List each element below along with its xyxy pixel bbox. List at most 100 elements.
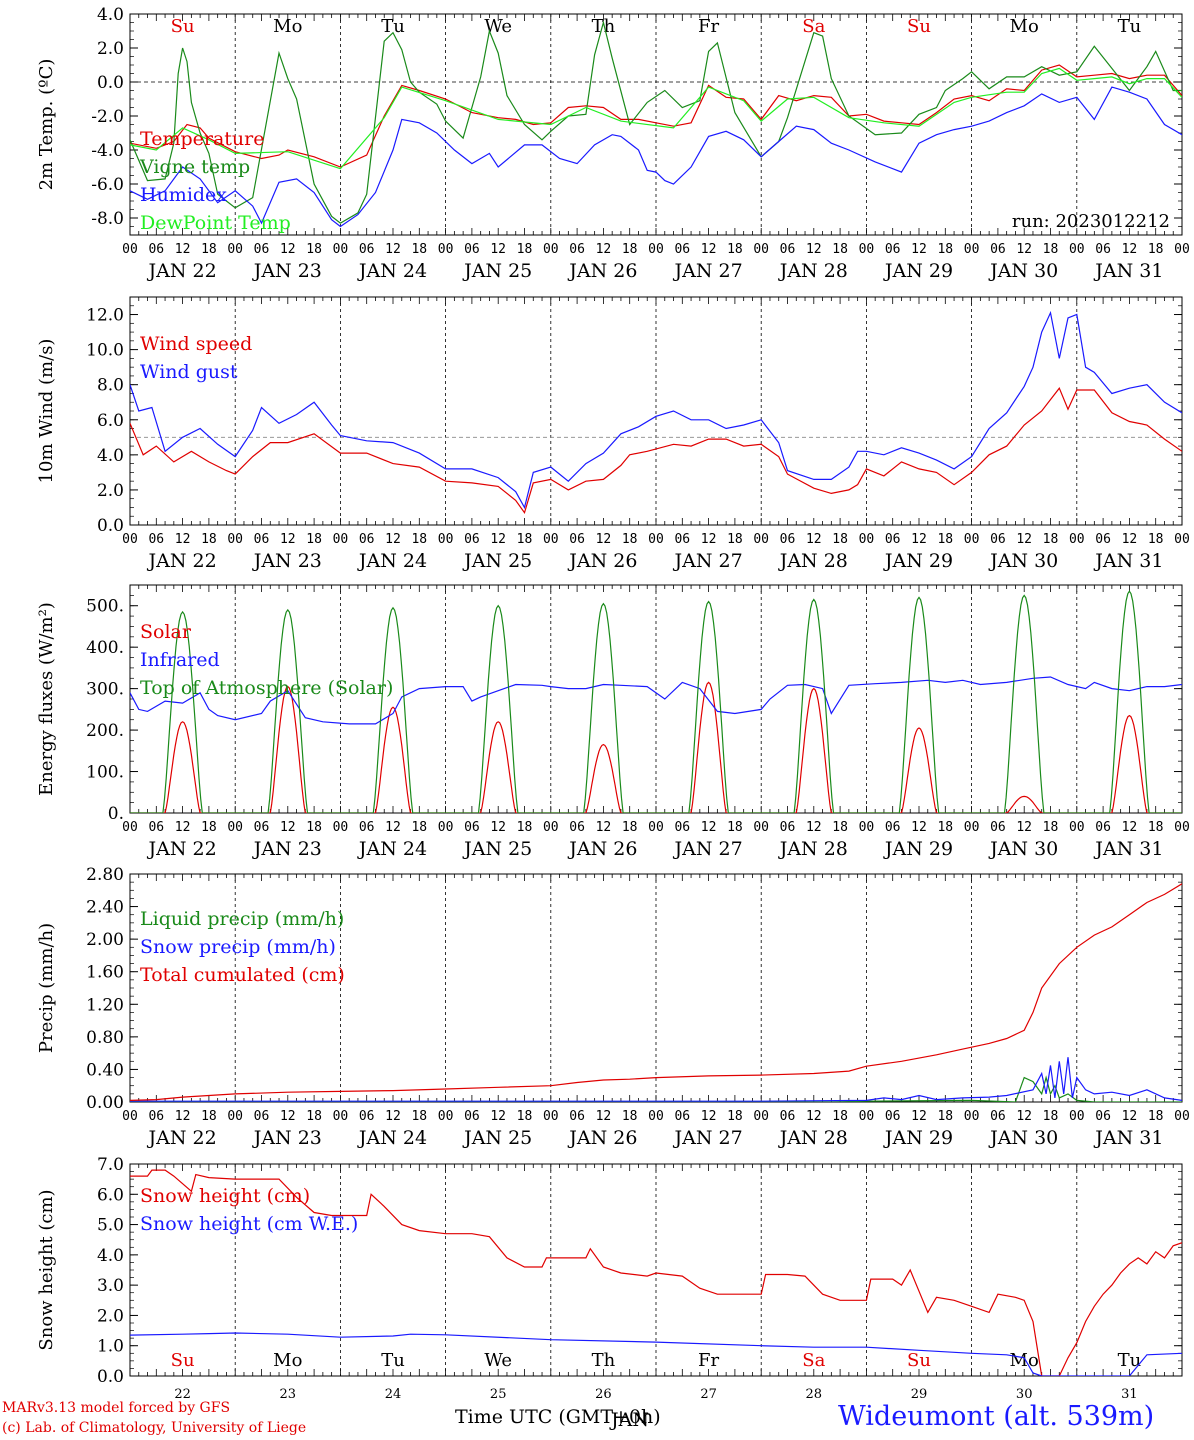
temp-hour-tick-label: 00 (1069, 242, 1085, 257)
wind-hour-tick-label: 06 (990, 532, 1006, 547)
wind-hour-tick-label: 00 (859, 532, 875, 547)
precip-legend-entry: Liquid precip (mm/h) (140, 908, 344, 930)
energy-hour-tick-label: 18 (1043, 820, 1059, 835)
precip-hour-tick-label: 00 (648, 1109, 664, 1124)
model-credit: MARv3.13 model forced by GFS (2, 1400, 231, 1416)
temp-series-humidex (130, 86, 1182, 228)
wind-legend-entry: Wind speed (140, 333, 252, 355)
precip-legend-entry: Snow precip (mm/h) (140, 936, 336, 958)
temp-hour-tick-label: 12 (385, 242, 401, 257)
energy-hour-tick-label: 00 (753, 820, 769, 835)
energy-hour-tick-label: 12 (806, 820, 822, 835)
energy-legend-entry: Infrared (140, 649, 220, 671)
precip-y-tick-label: 0.80 (86, 1028, 124, 1048)
wind-hour-tick-label: 18 (937, 532, 953, 547)
snow-weekday-label: Su (907, 1350, 931, 1371)
wind-day-label: JAN 25 (462, 550, 532, 572)
temp-hour-tick-label: 18 (517, 242, 533, 257)
temp-day-label: JAN 30 (988, 260, 1058, 282)
wind-hour-tick-label: 18 (727, 532, 743, 547)
energy-hour-tick-label: 00 (227, 820, 243, 835)
wind-hour-tick-label: 12 (280, 532, 296, 547)
precip-y-tick-label: 1.60 (86, 963, 124, 983)
temp-hour-tick-label: 00 (859, 242, 875, 257)
energy-hour-tick-label: 06 (148, 820, 164, 835)
time-axis-label: Time UTC (GMT+0h) (455, 1406, 661, 1428)
precip-hour-tick-label: 00 (438, 1109, 454, 1124)
precip-hour-tick-label: 12 (175, 1109, 191, 1124)
temp-hour-tick-label: 18 (937, 242, 953, 257)
precip-day-label: JAN 31 (1093, 1127, 1163, 1149)
precip-hour-tick-label: 06 (464, 1109, 480, 1124)
snow-y-tick-label: 6.0 (97, 1185, 124, 1205)
snow-y-tick-label: 3.0 (97, 1276, 124, 1296)
precip-hour-tick-label: 12 (701, 1109, 717, 1124)
wind-y-tick-label: 4.0 (97, 446, 124, 466)
temp-hour-tick-label: 12 (911, 242, 927, 257)
precip-y-tick-label: 2.80 (86, 865, 124, 885)
precip-series-total-cumulated-cm- (130, 883, 1182, 1101)
snow-series-group (130, 1169, 1182, 1376)
wind-y-axis-title: 10m Wind (m/s) (36, 339, 57, 484)
precip-day-label: JAN 27 (673, 1127, 743, 1149)
temp-hour-tick-label: 12 (701, 242, 717, 257)
energy-hour-tick-label: 00 (543, 820, 559, 835)
precip-hour-tick-label: 00 (1174, 1109, 1190, 1124)
energy-hour-tick-label: 18 (937, 820, 953, 835)
wind-day-label: JAN 28 (778, 550, 848, 572)
wind-hour-tick-label: 06 (674, 532, 690, 547)
energy-hour-tick-label: 06 (885, 820, 901, 835)
wind-hour-tick-label: 18 (622, 532, 638, 547)
wind-hour-tick-label: 18 (306, 532, 322, 547)
temp-hour-tick-label: 06 (674, 242, 690, 257)
energy-y-tick-label: 300. (86, 680, 124, 700)
wind-day-label: JAN 23 (252, 550, 322, 572)
wind-hour-tick-label: 12 (490, 532, 506, 547)
precip-hour-tick-label: 12 (1016, 1109, 1032, 1124)
wind-hour-tick-label: 18 (1043, 532, 1059, 547)
energy-hour-tick-label: 00 (859, 820, 875, 835)
temp-weekday-label: Tu (381, 16, 405, 37)
precip-hour-tick-label: 12 (490, 1109, 506, 1124)
snow-weekday-label: Mo (1010, 1350, 1039, 1371)
energy-day-label: JAN 28 (778, 838, 848, 860)
precip-y-axis-title: Precip (mm/h) (36, 923, 57, 1053)
precip-y-tick-label: 2.40 (86, 898, 124, 918)
precip-hour-tick-label: 00 (122, 1109, 138, 1124)
precip-hour-tick-label: 18 (1148, 1109, 1164, 1124)
temp-hour-tick-label: 06 (569, 242, 585, 257)
temp-day-label: JAN 22 (147, 260, 217, 282)
precip-hour-tick-label: 18 (1043, 1109, 1059, 1124)
precip-day-label: JAN 28 (778, 1127, 848, 1149)
wind-day-label: JAN 30 (988, 550, 1058, 572)
temp-hour-tick-label: 12 (280, 242, 296, 257)
energy-hour-tick-label: 06 (359, 820, 375, 835)
temp-day-label: JAN 25 (462, 260, 532, 282)
precip-hour-tick-label: 00 (859, 1109, 875, 1124)
temp-y-tick-label: -8.0 (91, 209, 124, 229)
snow-y-tick-label: 1.0 (97, 1337, 124, 1357)
energy-hour-tick-label: 18 (411, 820, 427, 835)
precip-hour-tick-label: 06 (674, 1109, 690, 1124)
energy-hour-tick-label: 00 (964, 820, 980, 835)
energy-hour-tick-label: 18 (832, 820, 848, 835)
temp-y-axis-title: 2m Temp. (ºC) (36, 59, 57, 191)
precip-y-tick-label: 2.00 (86, 930, 124, 950)
temp-hour-tick-label: 00 (964, 242, 980, 257)
energy-hour-tick-label: 00 (1069, 820, 1085, 835)
wind-hour-tick-label: 06 (359, 532, 375, 547)
temp-weekday-label: Su (907, 16, 931, 37)
wind-y-tick-label: 0.0 (97, 516, 124, 536)
precip-day-label: JAN 22 (147, 1127, 217, 1149)
energy-hour-tick-label: 18 (1148, 820, 1164, 835)
temp-hour-tick-label: 00 (333, 242, 349, 257)
precip-hour-tick-label: 06 (254, 1109, 270, 1124)
precip-y-tick-label: 1.20 (86, 995, 124, 1015)
snow-y-axis-title: Snow height (cm) (36, 1189, 57, 1350)
wind-y-tick-label: 12.0 (86, 306, 124, 326)
temp-hour-tick-label: 18 (201, 242, 217, 257)
energy-hour-tick-label: 12 (175, 820, 191, 835)
wind-y-tick-label: 6.0 (97, 411, 124, 431)
snow-weekday-label: We (484, 1350, 512, 1371)
temp-legend-entry: DewPoint Temp (140, 212, 291, 234)
